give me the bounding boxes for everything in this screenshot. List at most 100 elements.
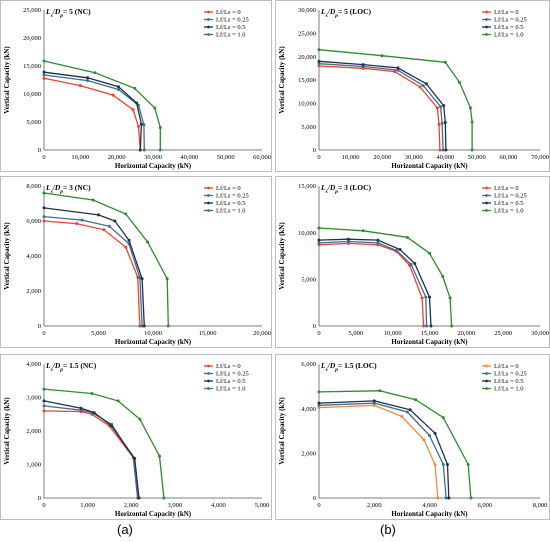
data-point <box>78 84 82 88</box>
x-tick-label: 15,000 <box>421 330 439 337</box>
chart-border <box>0 0 272 172</box>
legend-marker <box>207 387 210 390</box>
data-point <box>470 120 474 124</box>
chart-title-part: p <box>59 13 63 19</box>
chart-title: Ls/Dp= 1.5 (LOC) <box>320 361 377 373</box>
data-point <box>42 59 46 63</box>
legend-marker <box>207 33 210 36</box>
x-tick-label: 50,000 <box>468 154 486 161</box>
x-tick-label: 8,000 <box>533 502 548 509</box>
chart-title-part: /D <box>327 361 336 370</box>
y-tick-label: 6,000 <box>26 218 41 225</box>
legend-marker <box>207 201 210 205</box>
data-point <box>142 148 146 152</box>
legend-label: Lf/Ls = 0.25 <box>494 193 527 200</box>
y-tick-label: 5,000 <box>26 119 41 126</box>
data-point <box>86 79 90 83</box>
data-point <box>440 121 444 125</box>
data-point <box>317 59 321 63</box>
data-point <box>372 403 376 407</box>
legend-label: Lf/Ls = 0 <box>494 9 519 16</box>
chart-title-part: s <box>325 13 328 19</box>
data-point <box>421 84 425 88</box>
data-point <box>438 148 442 152</box>
data-point <box>380 54 384 58</box>
chart-title-part: = 1.5 (LOC) <box>338 361 377 370</box>
data-point <box>424 295 428 299</box>
data-point <box>469 496 473 500</box>
data-point <box>393 70 397 74</box>
y-tick-label: 20,000 <box>23 35 41 42</box>
series-0 <box>317 64 442 152</box>
data-point <box>433 431 437 435</box>
series-1 <box>317 240 429 328</box>
legend-label: Lf/Ls = 0.5 <box>494 24 523 31</box>
data-point <box>317 403 321 407</box>
chart-title-part: p <box>59 189 63 195</box>
data-point <box>42 219 46 223</box>
y-tick-label: 15,000 <box>298 77 316 84</box>
y-tick-label: 2,000 <box>301 451 316 458</box>
data-point <box>317 62 321 66</box>
x-tick-label: 30,000 <box>405 154 423 161</box>
chart-title: Ls/Dp= 3 (NC) <box>45 183 91 195</box>
x-tick-label: 10,000 <box>384 330 402 337</box>
y-tick-label: 1,000 <box>26 462 41 469</box>
legend-marker <box>485 379 488 383</box>
data-point <box>470 148 474 152</box>
legend-marker <box>485 10 488 14</box>
legend-label: Lf/Ls = 0.5 <box>494 200 523 207</box>
y-axis-title: Vertical Capacity (kN) <box>3 397 11 465</box>
y-tick-label: 5,000 <box>301 124 316 131</box>
chart-title-part: s <box>325 367 328 373</box>
legend-label: Lf/Ls = 0 <box>216 9 241 16</box>
data-point <box>124 212 128 216</box>
legend-label: Lf/Ls = 1.0 <box>216 32 245 39</box>
data-point <box>92 411 96 415</box>
panel-label-a: (a) <box>117 522 133 537</box>
y-tick-label: 0 <box>313 495 316 502</box>
x-tick-label: 3,000 <box>167 502 182 509</box>
y-tick-label: 10,000 <box>298 230 316 237</box>
data-point <box>405 410 409 414</box>
chart-title-part: s <box>50 189 53 195</box>
chart-b1: 0 10,000 20,000 30,000 40,000 50,000 60,000 70,… <box>275 0 550 172</box>
data-point <box>408 408 412 412</box>
y-tick-label: 2,000 <box>26 288 41 295</box>
data-point <box>139 122 143 126</box>
series-line <box>43 77 141 151</box>
chart-title-part: s <box>50 367 53 373</box>
x-tick-label: 2,000 <box>367 502 382 509</box>
data-point <box>111 93 115 97</box>
series-2 <box>317 237 433 328</box>
data-point <box>42 73 46 77</box>
data-point <box>457 80 461 84</box>
legend-label: Lf/Ls = 0 <box>494 363 519 370</box>
chart-a2: 0 5,000 10,000 15,000 20,000 0 2,000 4,000 6,000… <box>0 176 272 348</box>
chart-b3: 0 2,000 4,000 6,000 8,000 0 2,000 4,000 6,000 Hor… <box>275 354 550 520</box>
y-tick-label: 0 <box>38 495 41 502</box>
data-point <box>42 387 46 391</box>
chart-title-part: p <box>59 367 63 373</box>
series-0 <box>42 219 142 328</box>
data-point <box>425 324 429 328</box>
series-line <box>318 402 447 499</box>
x-axis-title: Horizontal Capacity (kN) <box>115 162 192 170</box>
chart-border <box>0 354 272 520</box>
chart-title-part: p <box>334 367 338 373</box>
series-3 <box>317 226 454 328</box>
data-point <box>135 101 139 105</box>
y-tick-label: 0 <box>38 147 41 154</box>
legend-marker <box>485 209 488 212</box>
data-point <box>441 416 445 420</box>
legend-label: Lf/Ls = 0 <box>216 363 241 370</box>
data-point <box>448 296 452 300</box>
data-point <box>42 206 46 210</box>
series-1 <box>42 215 144 328</box>
data-point <box>378 389 382 393</box>
x-tick-label: 6,000 <box>477 502 492 509</box>
data-point <box>418 85 422 89</box>
x-tick-label: 0 <box>317 154 320 161</box>
data-point <box>450 324 454 328</box>
data-point <box>443 120 447 124</box>
